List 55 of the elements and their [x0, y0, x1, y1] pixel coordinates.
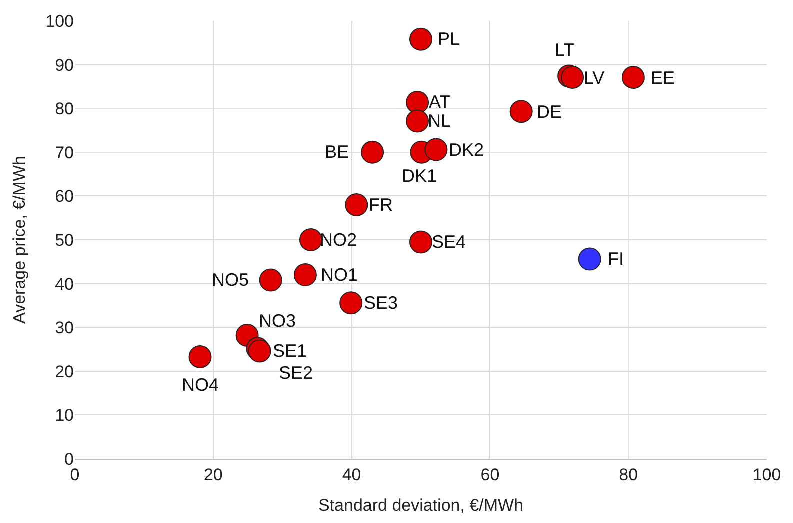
y-axis-title: Average price, €/MWh — [10, 156, 30, 324]
series-label: SE3 — [364, 293, 398, 313]
y-tick-label: 50 — [55, 230, 74, 250]
point — [188, 345, 212, 368]
x-tick-label: 20 — [204, 465, 223, 484]
y-tick-label: 20 — [55, 362, 74, 382]
x-tick-label: 80 — [619, 465, 638, 484]
point — [299, 228, 322, 252]
point — [561, 66, 584, 89]
y-tick-label: 90 — [55, 56, 74, 75]
y-tick-label: 100 — [46, 12, 74, 31]
series-label: NO2 — [320, 230, 358, 250]
y-tick-label: 80 — [55, 100, 74, 119]
series-label: NO3 — [259, 311, 296, 331]
series-label: SE2 — [279, 363, 314, 383]
y-tick-label: 30 — [55, 318, 74, 338]
point — [578, 248, 602, 271]
series-label: NL — [428, 111, 452, 131]
y-tick-label: 10 — [55, 406, 74, 426]
point — [622, 66, 645, 89]
point — [294, 264, 317, 287]
series-label: SE4 — [432, 232, 466, 252]
point — [410, 230, 432, 254]
point — [424, 138, 448, 162]
x-axis-title: Standard deviation, €/MWh — [318, 496, 524, 515]
point — [410, 28, 432, 51]
x-tick-label: 60 — [480, 465, 500, 484]
series-label: NO5 — [212, 270, 250, 290]
series-label: AT — [429, 92, 451, 112]
x-tick-label: 100 — [752, 465, 782, 484]
y-tick-label: 70 — [55, 143, 74, 162]
series-label: SE1 — [273, 341, 308, 361]
series-label: BE — [325, 142, 350, 162]
series-label: PL — [438, 29, 460, 49]
y-tick-label: 0 — [64, 450, 74, 469]
series-label: LT — [555, 40, 575, 60]
y-tick-label: 40 — [55, 274, 74, 294]
series-label: EE — [651, 68, 676, 88]
series-label: DK2 — [449, 140, 484, 160]
x-tick-label: 40 — [342, 465, 362, 484]
series-label: LV — [584, 68, 605, 88]
series-label: FI — [608, 249, 624, 269]
point — [406, 110, 430, 133]
point — [345, 193, 368, 216]
series-label: NO1 — [321, 265, 358, 285]
series-label: DK1 — [402, 166, 438, 186]
point — [340, 292, 363, 315]
point — [361, 140, 384, 164]
point — [406, 90, 430, 114]
series-label: NO4 — [182, 375, 220, 395]
series-label: FR — [369, 195, 393, 215]
point — [259, 268, 282, 292]
y-tick-label: 60 — [55, 187, 74, 206]
point — [510, 100, 533, 124]
series-label: DE — [537, 102, 562, 122]
